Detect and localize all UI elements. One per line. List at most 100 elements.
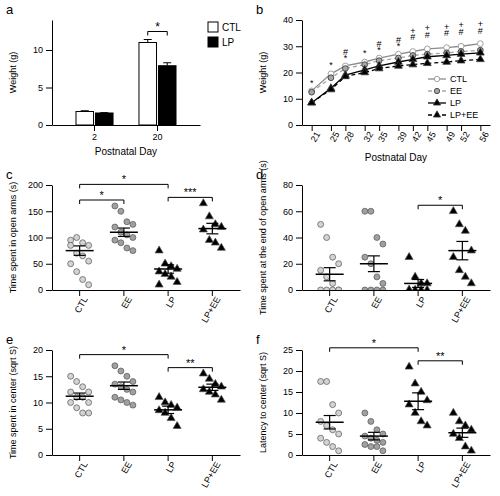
point [362,254,368,260]
y-tick-label: 60 [283,207,293,217]
y-tick-label: 10 [33,45,43,55]
point [336,431,342,437]
x-tick: CTL [323,455,340,480]
x-axis: 2125283235394245495256 [303,125,491,144]
point [318,267,324,273]
sem-cap [74,399,86,400]
significance-label: * [122,344,127,356]
sem-cap [162,273,174,274]
sem-cap [74,392,86,393]
sem-cap [74,255,86,256]
bar [95,113,113,125]
point [336,287,342,290]
sem-cap [412,409,424,410]
sem-cap [368,271,380,272]
y-tick-label: 10 [33,398,43,408]
point [308,98,316,105]
plot-area [308,41,484,105]
significance-label: * [310,78,314,88]
y-tick-label: 100 [28,233,43,243]
panel: 0510152025fLatency to center (sqrt S)CTL… [256,332,491,489]
sem-cap [324,415,336,416]
y-tick-label: 40 [283,15,293,25]
point [461,421,469,428]
y-axis: 0510152025 [283,345,303,460]
plot-area [66,363,227,429]
sem-bar [462,428,463,437]
point [161,398,169,405]
sem-bar [373,256,374,272]
y-axis: 020406080 [283,180,303,295]
legend-item: CTL [208,22,241,33]
y-tick-mark [296,73,302,74]
point [457,56,465,63]
y-tick-label: 40 [283,233,293,243]
point [118,397,124,403]
x-tick: EE [369,290,384,310]
sem-bar [418,393,419,410]
x-tick: LP [414,290,428,310]
x-tick-label: 52 [458,130,472,144]
x-tick-label: 32 [362,130,376,144]
x-tick: 45 [424,125,438,144]
y-tick-mark [296,413,302,414]
significance-label: * [363,48,367,58]
point [112,394,118,400]
sem-bar [168,406,169,413]
point [362,287,368,290]
y-tick: 0 [38,285,52,295]
x-tick: CTL [73,455,90,480]
point [68,373,74,379]
y-tick-mark [46,376,52,377]
point [411,272,419,279]
x-tick: LP [164,290,178,310]
point [112,203,118,209]
plot-area [66,199,227,288]
y-axis-title: Weight (g) [258,52,268,93]
point [86,282,92,288]
sem-bar [418,280,419,288]
point [124,245,130,251]
x-tick-label: 56 [477,130,491,144]
x-tick: EE [119,290,134,310]
y-tick-mark [46,125,52,126]
y-tick-mark [46,50,52,51]
x-tick-label: EE [119,295,134,310]
y-tick-mark [296,264,302,265]
point [455,417,463,424]
point [362,208,368,214]
point [467,446,475,453]
y-axis-title: Time spent in open arms (s) [8,182,18,294]
x-tick: 21 [309,125,323,144]
point [336,410,342,416]
point [330,287,336,290]
point [375,64,383,71]
point [112,237,118,243]
x-tick-mark [157,125,158,131]
panel: 010203040bWeight (g)21252832353942454952… [256,2,491,163]
x-tick-label: LP [164,295,178,310]
sem-cap [456,241,468,242]
point [336,287,342,290]
significance-label: * [100,189,105,201]
panel-label: a [6,2,14,17]
y-tick-mark [46,88,52,89]
point [309,89,315,95]
panel-label: f [256,332,260,347]
y-tick: 0 [38,120,52,130]
y-tick: 5 [288,429,302,439]
y-tick: 40 [283,15,302,25]
point [118,208,124,214]
y-axis-line [302,351,303,456]
point [167,414,175,421]
point [199,385,207,392]
point [330,402,336,408]
y-tick-mark [46,238,52,239]
y-tick-label: 0 [288,450,293,460]
legend-item: LP [428,98,461,108]
sem-cap [412,279,424,280]
x-tick-label: 35 [376,130,390,144]
significance-label: * [397,41,401,51]
series-line [312,53,481,103]
y-tick-mark [46,350,52,351]
